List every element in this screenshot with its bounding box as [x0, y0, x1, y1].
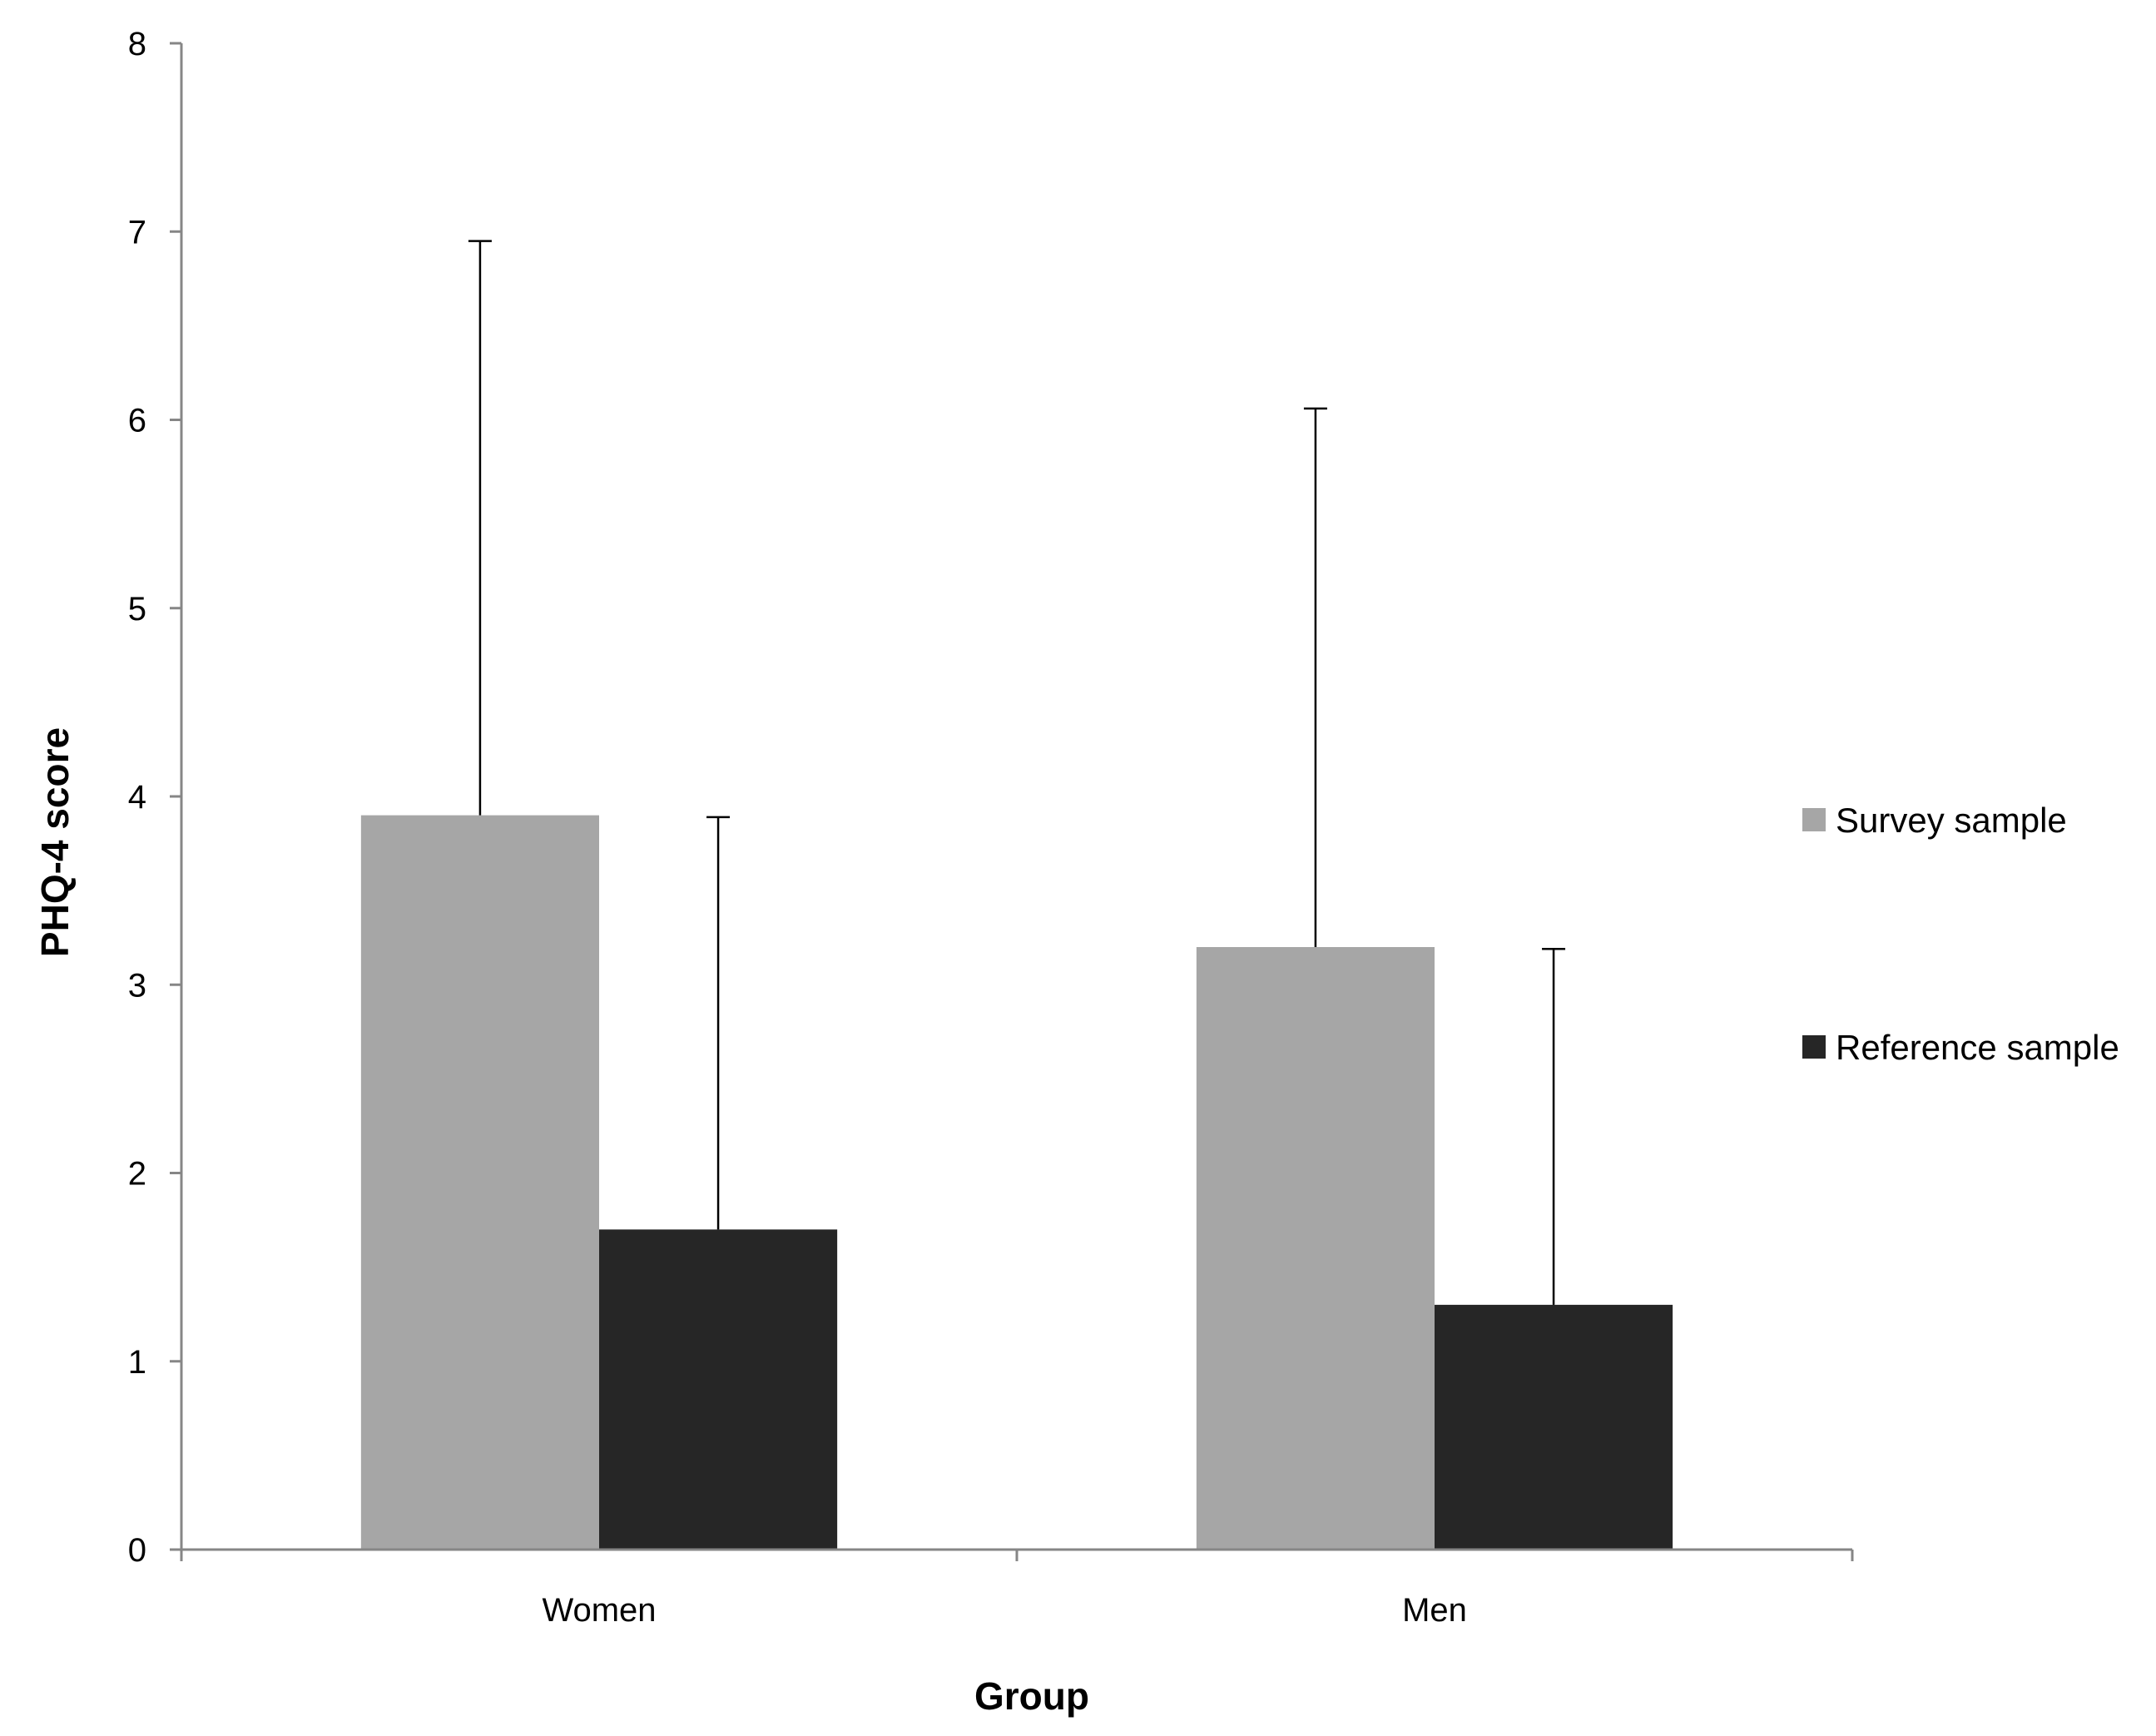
legend: Survey sample Reference sample: [1802, 801, 2119, 1067]
legend-swatch: [1802, 808, 1826, 831]
error-bars-group: [468, 240, 1566, 1305]
y-axis-title: PHQ-4 score: [33, 727, 77, 957]
x-tick-label: Women: [542, 1592, 656, 1629]
y-tick-label: 6: [128, 403, 146, 439]
bar-women-survey-sample: [360, 815, 599, 1550]
bar-men-reference-sample: [1435, 1304, 1673, 1550]
y-tick-label: 8: [128, 26, 146, 62]
legend-label: Survey sample: [1836, 801, 2067, 840]
y-tick-label: 7: [128, 214, 146, 250]
legend-swatch: [1802, 1035, 1826, 1059]
y-tick-label: 4: [128, 779, 146, 816]
legend-label: Reference sample: [1836, 1028, 2119, 1067]
x-axis-title: Group: [974, 1674, 1089, 1718]
bars-group: [360, 815, 1673, 1550]
bar-women-reference-sample: [599, 1229, 838, 1550]
y-tick-label: 3: [128, 967, 146, 1004]
y-tick-label: 5: [128, 591, 146, 627]
y-tick-label: 2: [128, 1156, 146, 1193]
x-tick-labels-group: Women Men: [180, 1550, 1854, 1629]
y-tick-label: 0: [128, 1532, 146, 1569]
y-ticks-group: 0 1 2 3 4 5 6 7 8: [128, 26, 181, 1569]
bar-men-survey-sample: [1196, 947, 1435, 1550]
y-tick-label: 1: [128, 1344, 146, 1381]
x-tick-label: Men: [1402, 1592, 1467, 1629]
